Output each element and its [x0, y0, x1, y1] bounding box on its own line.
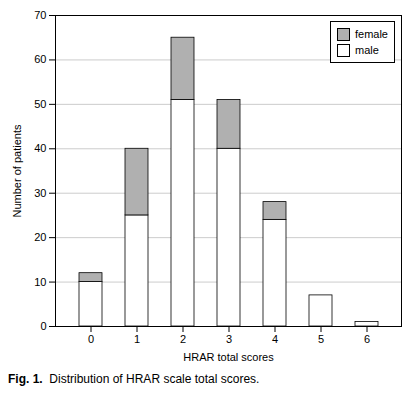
svg-text:30: 30 [34, 187, 46, 199]
svg-text:6: 6 [364, 333, 370, 345]
svg-text:50: 50 [34, 98, 46, 110]
svg-text:20: 20 [34, 231, 46, 243]
svg-text:60: 60 [34, 53, 46, 65]
html-text:male: male [355, 44, 379, 56]
svg-text:2: 2 [180, 333, 186, 345]
html-text:Fig. 1. Distribution of HRAR s: Fig. 1. Distribution of HRAR scale total… [8, 372, 260, 386]
svg-text:3: 3 [226, 333, 232, 345]
svg-text:40: 40 [34, 142, 46, 154]
svg-text:0: 0 [88, 333, 94, 345]
svg-text:5: 5 [318, 333, 324, 345]
svg-text:1: 1 [134, 333, 140, 345]
svg-text:70: 70 [34, 9, 46, 21]
svg-text:4: 4 [272, 333, 278, 345]
svg-text:Number of patients: Number of patients [11, 124, 23, 217]
html-text:female: female [355, 28, 388, 40]
svg-text:10: 10 [34, 276, 46, 288]
svg-text:0: 0 [40, 320, 46, 332]
svg-text:HRAR total scores: HRAR total scores [183, 351, 274, 363]
